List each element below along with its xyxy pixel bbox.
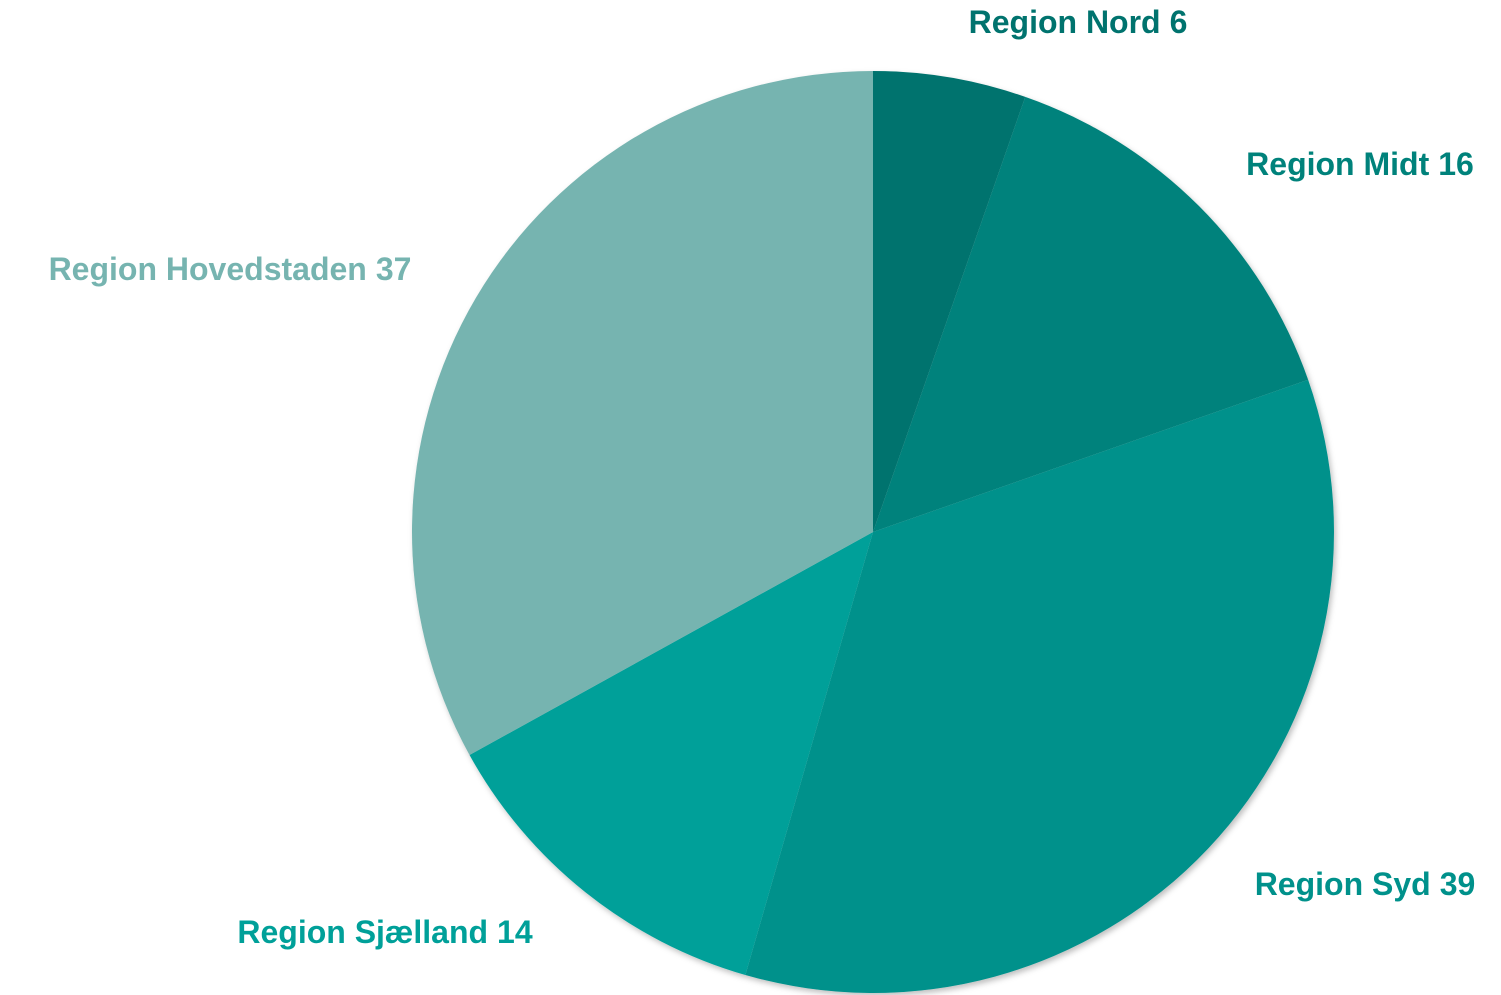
value-label: 14 bbox=[497, 914, 533, 950]
category-label: Region Midt bbox=[1246, 146, 1429, 182]
category-label: Region Nord bbox=[969, 4, 1161, 40]
slice-label: Region Syd 39 bbox=[1255, 866, 1476, 902]
category-label: Region Syd bbox=[1255, 866, 1431, 902]
value-label: 6 bbox=[1170, 4, 1188, 40]
slice bbox=[873, 96, 1309, 532]
slice bbox=[412, 71, 873, 755]
value-label: 37 bbox=[376, 251, 412, 287]
slice bbox=[469, 532, 873, 975]
slice-label: Region Hovedstaden 37 bbox=[49, 251, 412, 287]
category-label: Region Sjælland bbox=[237, 914, 488, 950]
pie bbox=[412, 71, 1335, 994]
category-label: Region Hovedstaden bbox=[49, 251, 367, 287]
value-label: 39 bbox=[1440, 866, 1476, 902]
slice-label: Region Sjælland 14 bbox=[237, 914, 532, 950]
slice-label: Region Nord 6 bbox=[969, 4, 1188, 40]
slice bbox=[873, 71, 1026, 532]
value-label: 16 bbox=[1438, 146, 1474, 182]
slice bbox=[745, 379, 1335, 994]
slice-label: Region Midt 16 bbox=[1246, 146, 1474, 182]
